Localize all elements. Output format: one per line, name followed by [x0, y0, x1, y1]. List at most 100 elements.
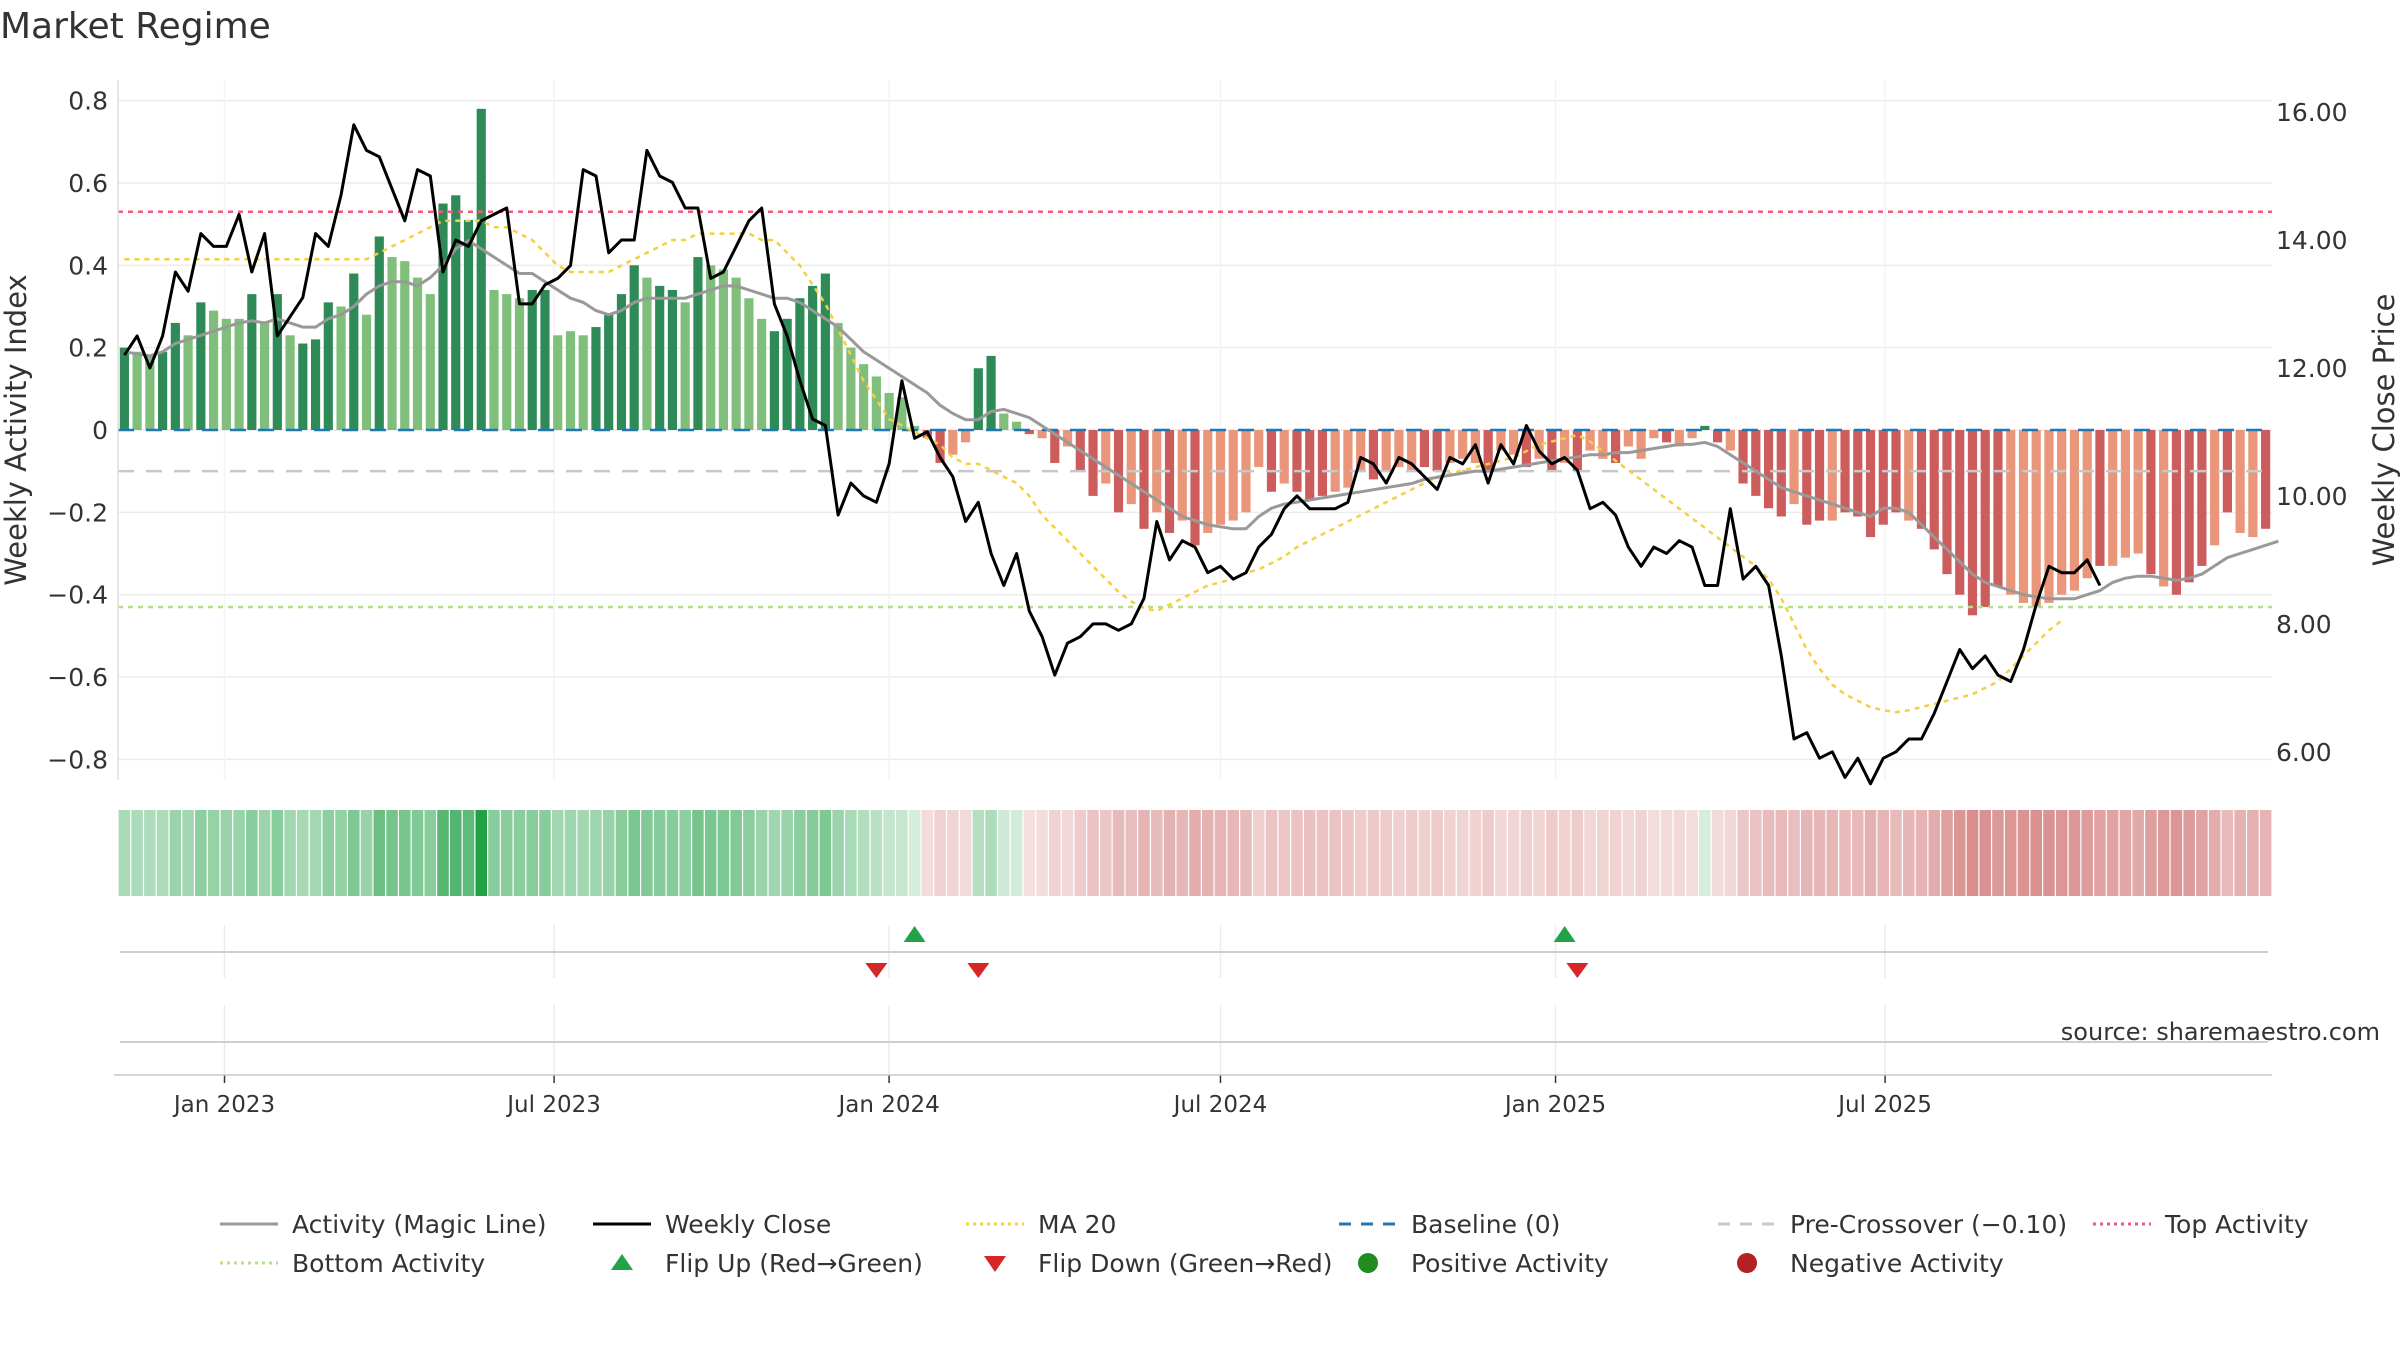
regime-cell — [1405, 810, 1418, 896]
activity-bar — [655, 285, 665, 430]
regime-cell — [2208, 810, 2221, 896]
activity-bar — [247, 294, 257, 430]
regime-cell — [781, 810, 793, 896]
activity-bar — [2248, 430, 2258, 538]
regime-cell — [1979, 810, 1991, 896]
regime-cell — [475, 810, 488, 896]
regime-cell — [1915, 810, 1928, 896]
y-axis-right-label: Weekly Close Price — [2367, 294, 2400, 567]
regime-cell — [1303, 810, 1316, 896]
regime-cell — [1495, 810, 1507, 896]
activity-bar — [1419, 430, 1430, 468]
regime-cell — [1851, 810, 1864, 896]
activity-bar — [629, 265, 639, 430]
regime-cell — [2234, 810, 2246, 896]
regime-cell — [1558, 810, 1571, 896]
regime-cell — [998, 810, 1010, 896]
regime-cell — [386, 810, 398, 896]
activity-bar — [2171, 430, 2181, 595]
activity-bar — [1509, 430, 1519, 455]
regime-cell — [1953, 810, 1966, 896]
regime-cell — [551, 810, 564, 896]
regime-cell — [233, 810, 245, 896]
regime-cell — [1163, 810, 1176, 896]
activity-bar — [2159, 430, 2169, 587]
activity-bar — [132, 351, 142, 430]
regime-cell — [1622, 810, 1635, 896]
activity-bar — [361, 314, 372, 430]
activity-bar — [1279, 430, 1289, 484]
activity-bar — [565, 331, 576, 430]
activity-bar — [1955, 430, 1965, 595]
regime-cell — [1520, 810, 1533, 896]
regime-cell — [1456, 810, 1469, 896]
activity-bar — [1126, 430, 1136, 505]
regime-cell — [1393, 810, 1405, 896]
activity-bar — [119, 347, 129, 430]
activity-bar — [2184, 430, 2194, 583]
legend-label: Baseline (0) — [1411, 1210, 1560, 1239]
activity-bar — [349, 273, 359, 430]
activity-bar — [527, 290, 537, 430]
activity-bar — [400, 261, 410, 430]
activity-bar — [1432, 430, 1442, 472]
regime-cell — [1023, 810, 1036, 896]
legend-label: Flip Up (Red→Green) — [665, 1249, 923, 1278]
regime-cell — [1125, 810, 1138, 896]
activity-bar — [1623, 430, 1633, 447]
regime-cell — [2157, 810, 2170, 896]
regime-cell — [577, 810, 589, 896]
activity-bar — [1139, 430, 1149, 529]
flip-markers — [865, 926, 1589, 978]
regime-cell — [717, 810, 730, 896]
activity-bar — [578, 335, 588, 430]
flip-down-marker — [1566, 963, 1589, 978]
activity-bar — [1865, 430, 1876, 538]
activity-bar — [1381, 430, 1391, 472]
regime-cell — [373, 810, 386, 896]
activity-bar — [310, 339, 321, 430]
regime-cell — [1801, 810, 1813, 896]
activity-bar — [1547, 430, 1557, 472]
regime-cell — [845, 810, 857, 896]
regime-cell — [896, 810, 908, 896]
regime-cell — [2094, 810, 2106, 896]
activity-bar — [2069, 430, 2080, 591]
flip-down-marker — [865, 963, 888, 978]
flip-up-marker — [903, 926, 926, 942]
activity-bar — [2235, 430, 2245, 533]
regime-cell — [743, 810, 755, 896]
activity-bar — [1751, 430, 1761, 496]
x-tick-label: Jan 2025 — [1503, 1092, 1606, 1118]
regime-cell — [1214, 810, 1227, 896]
regime-cell — [1316, 810, 1329, 896]
regime-cell — [679, 810, 691, 896]
activity-bar — [2146, 430, 2156, 575]
activity-bar — [412, 277, 423, 430]
regime-cell — [832, 810, 844, 896]
regime-cell — [908, 810, 921, 896]
activity-bar — [438, 203, 448, 430]
regime-cell — [1469, 810, 1482, 896]
legend-swatch — [1358, 1253, 1378, 1273]
regime-strip — [118, 810, 2272, 896]
regime-cell — [1864, 810, 1877, 896]
regime-cell — [437, 810, 449, 896]
y-right-tick-label: 10.00 — [2276, 482, 2348, 511]
activity-bar — [463, 220, 474, 430]
activity-bar — [336, 306, 346, 430]
regime-cell — [1252, 810, 1265, 896]
activity-bar — [1649, 430, 1659, 439]
activity-bar — [1687, 430, 1697, 439]
regime-cell — [1826, 810, 1839, 896]
regime-cell — [1902, 810, 1915, 896]
flip-up-marker — [1553, 926, 1576, 942]
regime-cell — [730, 810, 742, 896]
regime-cell — [2221, 810, 2234, 896]
activity-bar — [1343, 430, 1353, 488]
activity-bar — [1292, 430, 1302, 492]
activity-bar — [145, 355, 155, 430]
legend-swatch — [1737, 1253, 1757, 1273]
activity-bar — [1356, 430, 1366, 472]
regime-cell — [2106, 810, 2119, 896]
